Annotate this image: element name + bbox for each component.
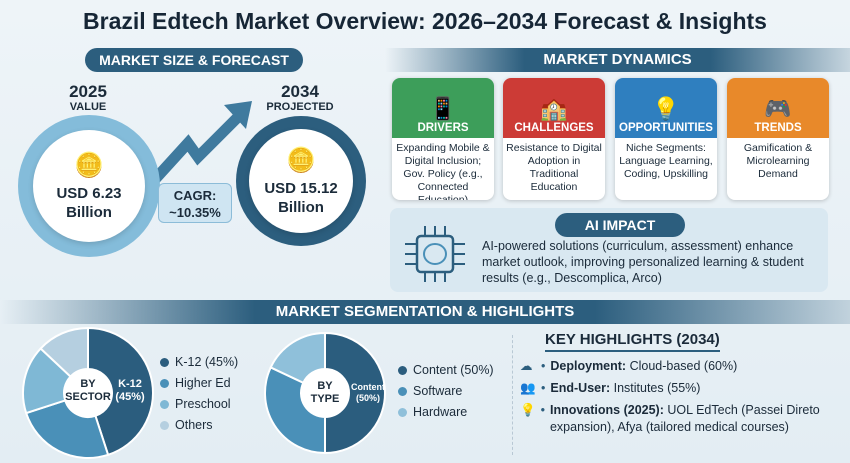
cagr-label: CAGR: [173, 188, 217, 203]
legend-label: Hardware [413, 405, 468, 419]
pie-slice-hardware [269, 331, 326, 385]
highlight-item: 💡 • Innovations (2025): UOL EdTech (Passei… [520, 403, 820, 434]
school-lock-icon: 🏫 [540, 96, 568, 121]
legend-label: Software [413, 384, 463, 398]
card-label: DRIVERS [417, 122, 469, 134]
start-value: USD 6.23 [56, 184, 122, 202]
legend-item: Higher Ed [160, 373, 238, 393]
highlight-text: Cloud-based (60%) [626, 359, 738, 373]
key-highlights-title: KEY HIGHLIGHTS (2034) [545, 331, 720, 352]
legend-item: Hardware [398, 402, 494, 422]
coins-icon: 🪙 [286, 146, 316, 174]
ai-impact-text: AI-powered solutions (curriculum, assess… [482, 239, 804, 285]
mobile-phone-icon: 📱 [429, 96, 457, 121]
coins-icon: 🪙 [74, 151, 104, 179]
card-challenges: 🏫 CHALLENGES Resistance to Digital Adoptio… [503, 78, 605, 200]
legend-dot [160, 399, 169, 409]
legend-dot [160, 378, 169, 388]
content-slice-label: Content (50%) [351, 382, 385, 403]
highlight-text: Institutes (55%) [610, 381, 701, 395]
legend-item: Others [160, 415, 238, 435]
highlight-label: Innovations (2025): [549, 403, 664, 417]
legend-dot [398, 365, 407, 375]
legend-item: Preschool [160, 394, 238, 414]
divider [512, 335, 513, 455]
growth-arrow-icon [143, 101, 252, 191]
pie-center [64, 369, 112, 417]
card-text: Resistance to Digital Adoption in Tradit… [506, 142, 602, 193]
card-label: TRENDS [754, 122, 802, 134]
cagr-value: ~10.35% [169, 205, 221, 220]
start-label: VALUE [69, 101, 107, 113]
page-title: Brazil Edtech Market Overview: 2026–2034… [83, 8, 767, 34]
gamepad-icon: 🎮 [764, 96, 792, 121]
end-value-circle: 🪙 USD 15.12 Billion [236, 116, 366, 246]
card-text: Gamification & Microlearning Demand [743, 142, 813, 180]
legend-item: Software [398, 381, 494, 401]
sector-pie-chart [22, 326, 154, 459]
sector-center-label: BY SECTOR [65, 378, 111, 403]
start-year: 2025 [69, 82, 107, 101]
card-drivers: 📱 DRIVERS Expanding Mobile & Digital Inclu… [392, 78, 494, 200]
type-pie-chart [264, 331, 386, 455]
cagr-callout: CAGR: ~10.35% [158, 183, 232, 223]
ai-impact-header: AI IMPACT [555, 213, 685, 237]
highlight-label: End-User: [550, 381, 611, 395]
legend-label: Preschool [175, 397, 231, 411]
legend-item: Content (50%) [398, 360, 494, 380]
legend-dot [398, 407, 407, 417]
highlight-item: ☁ • Deployment: Cloud-based (60%) [520, 359, 738, 373]
end-value: USD 15.12 [264, 179, 338, 197]
end-unit: Billion [278, 198, 324, 216]
k12-slice-label: K-12 (45%) [115, 378, 145, 403]
legend-label: Higher Ed [175, 376, 231, 390]
legend-dot [398, 386, 407, 396]
highlight-label: Deployment: [550, 359, 627, 373]
highlight-text: UOL EdTech (Passei Direto expansion), Af… [549, 403, 820, 434]
lightbulb-gear-icon: 💡 [652, 96, 680, 121]
users-hand-icon: 👥 [520, 381, 536, 395]
cloud-icon: ☁ [520, 359, 533, 373]
card-text: Expanding Mobile & Digital Inclusion; Go… [396, 142, 490, 200]
card-label: CHALLENGES [514, 122, 594, 134]
card-trends: 🎮 TRENDS Gamification & Microlearning Dema… [727, 78, 829, 200]
highlight-item: 👥 • End-User: Institutes (55%) [520, 381, 701, 395]
card-opportunities: 💡 OPPORTUNITIES Niche Segments: Language L… [615, 78, 717, 200]
card-label: OPPORTUNITIES [619, 122, 713, 134]
segmentation-header: MARKET SEGMENTATION & HIGHLIGHTS [0, 300, 850, 324]
ai-chip-brain-icon [405, 226, 465, 282]
legend-item: K-12 (45%) [160, 352, 238, 372]
legend-label: Others [175, 418, 213, 432]
legend-label: K-12 (45%) [175, 355, 239, 369]
end-label: PROJECTED [266, 101, 334, 113]
start-value-circle: 🪙 USD 6.23 Billion [18, 115, 160, 257]
end-year: 2034 [281, 82, 319, 101]
market-size-header: MARKET SIZE & FORECAST [85, 48, 303, 72]
type-center-label: BY TYPE [310, 380, 340, 405]
start-unit: Billion [66, 203, 112, 221]
card-text: Niche Segments: Language Learning, Codin… [619, 142, 713, 180]
legend-label: Content (50%) [413, 363, 494, 377]
legend-dot [160, 357, 169, 367]
lightbulb-icon: 💡 [520, 403, 536, 417]
market-dynamics-header: MARKET DYNAMICS [385, 48, 850, 72]
legend-dot [160, 420, 169, 430]
pie-center [301, 369, 349, 417]
